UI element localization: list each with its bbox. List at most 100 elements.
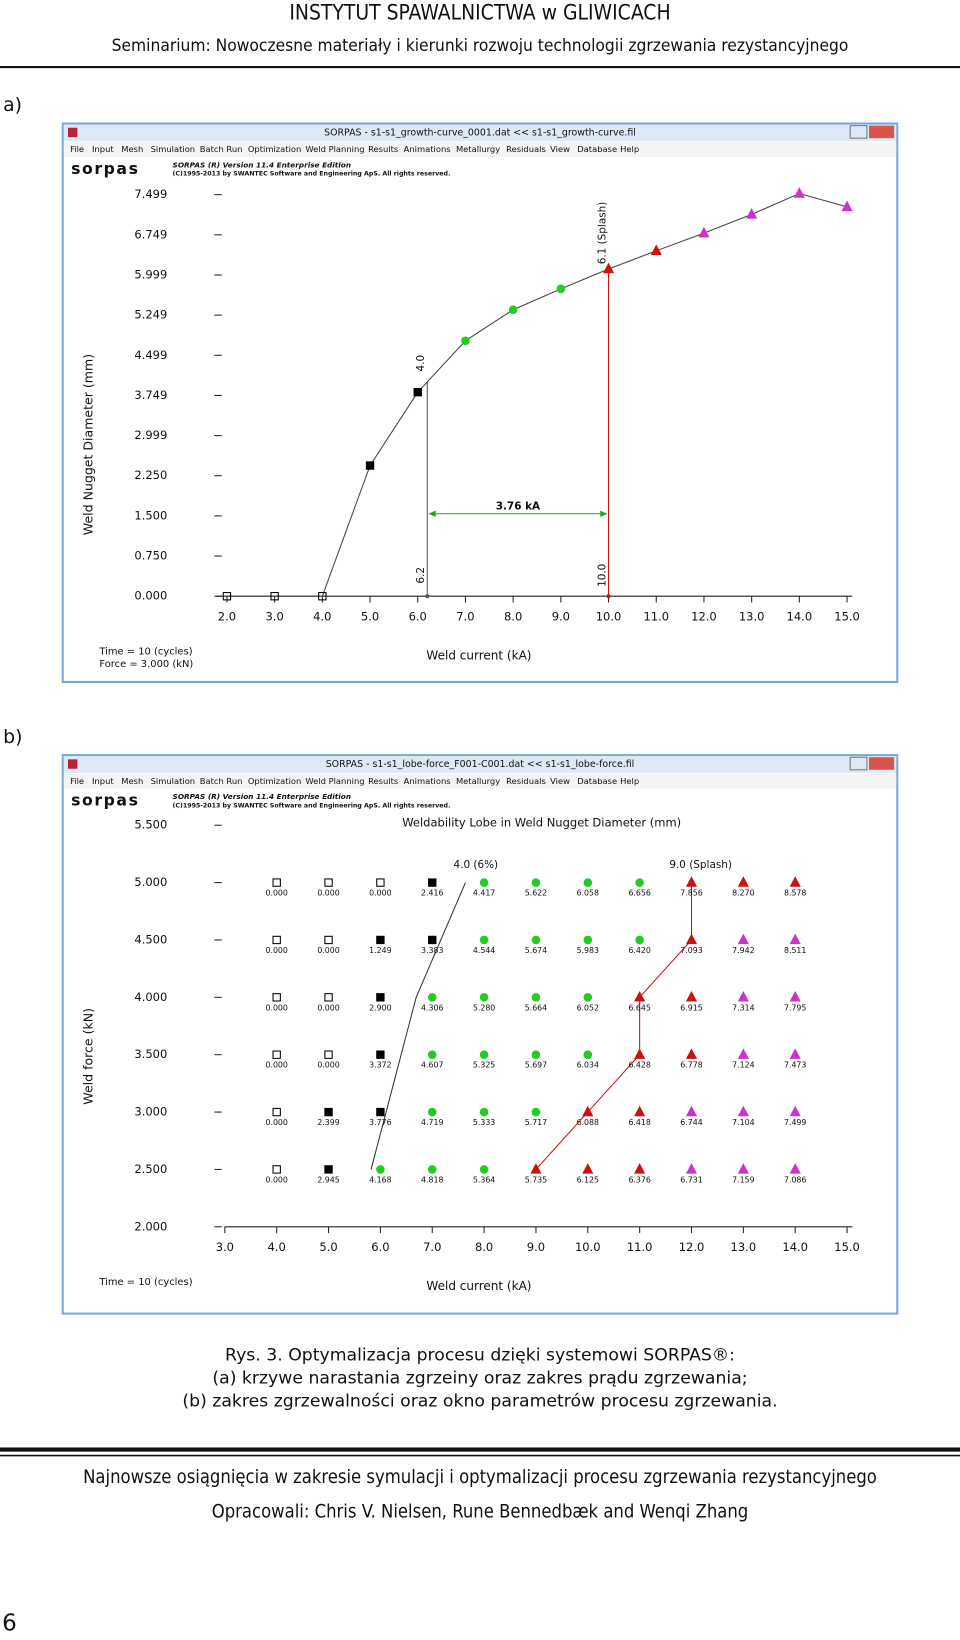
menu-item[interactable]: Weld Planning xyxy=(305,776,364,786)
x-tick-label: 6.0 xyxy=(409,610,427,624)
menu-item[interactable]: Animations xyxy=(404,776,451,786)
marker xyxy=(376,1165,385,1174)
x-tick-label: 11.0 xyxy=(627,1240,653,1254)
menu-item[interactable]: Mesh xyxy=(121,144,143,154)
cell-value: 7.086 xyxy=(784,1175,806,1184)
limit-x-label: 6.2 xyxy=(415,567,427,584)
cell-value: 0.000 xyxy=(265,1061,287,1070)
menu-item[interactable]: Weld Planning xyxy=(305,144,364,154)
logo: sorpas xyxy=(71,159,139,178)
close-button[interactable] xyxy=(869,125,895,139)
close-button[interactable] xyxy=(869,757,895,770)
menu-item[interactable]: Input xyxy=(92,144,114,154)
cell-value: 3.776 xyxy=(369,1118,391,1127)
header-title: INSTYTUT SPAWALNICTWA w GLIWICACH xyxy=(289,1,670,25)
minimize-button[interactable] xyxy=(831,125,849,139)
menu-item[interactable]: Residuals xyxy=(506,776,546,786)
range-label: 3.76 kA xyxy=(496,500,541,512)
cell-value: 6.645 xyxy=(628,1003,650,1012)
x-tick-label: 12.0 xyxy=(691,610,717,624)
marker xyxy=(531,878,541,887)
x-tick-label: 4.0 xyxy=(313,610,331,624)
menu-item[interactable]: View xyxy=(550,144,570,154)
logo-copyright: (C)1995-2013 by SWANTEC Software and Eng… xyxy=(173,802,451,809)
maximize-button[interactable] xyxy=(849,756,868,771)
x-tick-label: 4.0 xyxy=(268,1240,286,1254)
marker xyxy=(530,1163,542,1174)
cell-value: 7.856 xyxy=(680,889,702,898)
marker xyxy=(479,935,489,945)
marker xyxy=(376,1050,385,1059)
maximize-button[interactable] xyxy=(849,125,868,139)
menu-item[interactable]: Simulation xyxy=(151,776,196,786)
menu-item[interactable]: Help xyxy=(620,776,639,786)
menu-item[interactable]: Results xyxy=(368,144,398,154)
menu-item[interactable]: Residuals xyxy=(506,144,546,154)
cell-value: 6.744 xyxy=(680,1118,702,1127)
marker xyxy=(318,592,327,601)
menu-item[interactable]: Batch Run xyxy=(200,144,243,154)
title-bar xyxy=(63,124,897,142)
menu-item[interactable]: Help xyxy=(620,144,639,154)
caption-line: (a) krzywe narastania zgrzeiny oraz zakr… xyxy=(212,1368,747,1388)
menu-item[interactable]: Metallurgy xyxy=(456,144,500,154)
app-icon xyxy=(67,127,78,138)
menu-item[interactable]: File xyxy=(70,144,84,154)
marker xyxy=(789,876,801,887)
menu-item[interactable]: View xyxy=(550,776,570,786)
x-tick-label: 8.0 xyxy=(475,1240,493,1254)
menu-item[interactable]: Metallurgy xyxy=(456,776,500,786)
cell-value: 5.333 xyxy=(473,1118,495,1127)
cell-value: 3.372 xyxy=(369,1061,391,1070)
cell-value: 6.656 xyxy=(628,889,650,898)
cell-value: 5.325 xyxy=(473,1061,495,1070)
y-tick-label: 5.249 xyxy=(134,308,167,322)
limit-point xyxy=(425,594,430,599)
marker xyxy=(746,208,758,219)
marker xyxy=(324,935,333,945)
menu-item[interactable]: Optimization xyxy=(248,776,301,786)
marker xyxy=(222,592,232,601)
cell-value: 5.674 xyxy=(525,946,547,955)
x-axis-label: Weld current (kA) xyxy=(426,648,531,662)
marker xyxy=(272,935,281,945)
menu-item[interactable]: Results xyxy=(368,776,398,786)
marker xyxy=(685,1105,698,1117)
marker xyxy=(582,1105,594,1117)
window-title: SORPAS - s1-s1_growth-curve_0001.dat << … xyxy=(324,127,636,138)
marker xyxy=(508,305,518,315)
marker xyxy=(685,990,698,1002)
chart-title: Weldability Lobe in Weld Nugget Diameter… xyxy=(402,816,681,830)
x-tick-label: 15.0 xyxy=(834,1240,860,1254)
x-tick-label: 7.0 xyxy=(423,1240,441,1254)
x-tick-label: 8.0 xyxy=(504,610,522,624)
cell-value: 7.124 xyxy=(732,1061,754,1070)
menu-item[interactable]: Batch Run xyxy=(200,776,243,786)
y-tick-label: 1.500 xyxy=(134,508,167,522)
cell-value: 0.000 xyxy=(265,1175,287,1184)
cell-value: 7.942 xyxy=(732,946,754,955)
figure-label: b) xyxy=(3,727,22,748)
cell-value: 6.034 xyxy=(577,1061,599,1070)
y-tick-label: 2.500 xyxy=(134,1162,167,1176)
minimize-button[interactable] xyxy=(831,757,849,770)
marker xyxy=(272,993,281,1002)
menu-item[interactable]: Animations xyxy=(404,144,451,154)
x-tick-label: 13.0 xyxy=(731,1240,757,1254)
marker xyxy=(531,1050,541,1059)
marker xyxy=(479,1165,489,1174)
menu-item[interactable]: Database xyxy=(577,776,617,786)
menu-item[interactable]: Optimization xyxy=(248,144,301,154)
cell-value: 7.473 xyxy=(784,1061,806,1070)
y-tick-label: 7.499 xyxy=(134,187,167,201)
cell-value: 0.000 xyxy=(317,1003,339,1012)
cell-value: 0.000 xyxy=(317,946,339,955)
cell-value: 0.000 xyxy=(265,1003,287,1012)
footer-rule xyxy=(0,1447,960,1452)
menu-item[interactable]: Database xyxy=(577,144,617,154)
menu-item[interactable]: Mesh xyxy=(121,776,143,786)
menu-item[interactable]: Simulation xyxy=(151,144,196,154)
menu-item[interactable]: File xyxy=(70,776,84,786)
menu-item[interactable]: Input xyxy=(92,776,114,786)
marker xyxy=(272,1050,281,1059)
